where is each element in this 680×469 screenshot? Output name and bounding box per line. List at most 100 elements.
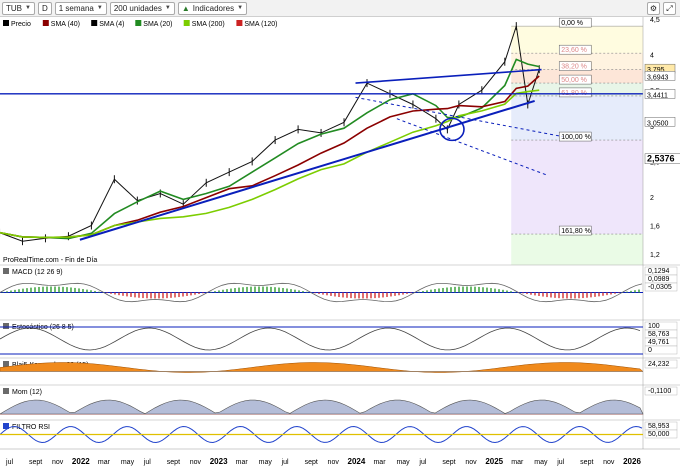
x-tick-label: 2026 — [623, 457, 641, 466]
price-badge — [644, 117, 676, 127]
indicators-label: Indicadores — [192, 3, 235, 13]
period-label: 1 semana — [58, 3, 94, 13]
price-badge — [644, 89, 676, 99]
x-tick-label: nov — [465, 459, 477, 466]
symbol-label: TUB — [6, 3, 22, 13]
x-tick-label: sept — [305, 459, 318, 466]
x-tick-label: may — [259, 459, 273, 466]
legend-item: SMA (40) — [51, 21, 80, 28]
units-label: 200 unidades — [113, 3, 162, 13]
panel-title: Mom (12) — [12, 389, 42, 396]
panel-value: 0,0989 — [648, 276, 670, 283]
panel-value: -0,0305 — [648, 284, 672, 291]
fib-label: 161,80 % — [561, 228, 591, 235]
price-tick-label: 4,5 — [650, 17, 660, 24]
legend-item: SMA (20) — [143, 21, 172, 28]
legend-item: SMA (4) — [99, 21, 124, 28]
legend-swatch — [42, 20, 49, 26]
legend-swatch — [236, 20, 243, 26]
panel-icon — [3, 388, 9, 394]
price-tick-label: 2 — [650, 195, 654, 202]
fib-label-box — [558, 225, 592, 236]
stoch-line — [0, 327, 641, 351]
x-tick-label: 2024 — [348, 457, 366, 466]
period-selector[interactable]: 1 semana ▼ — [54, 1, 107, 15]
d-label: D — [41, 3, 48, 13]
panel-value-box — [644, 359, 678, 369]
x-tick-label: mar — [236, 459, 249, 466]
price-tick-label: 1,2 — [650, 252, 660, 259]
units-selector[interactable]: 200 unidades ▼ — [109, 1, 175, 15]
sma-20-line — [0, 58, 540, 240]
panel-value-box — [644, 386, 678, 396]
dashed-channel-line — [396, 118, 549, 177]
panel-title: MACD (12 26 9) — [12, 269, 63, 276]
price-badge-label: 3,795 — [647, 67, 665, 74]
sma-200-line — [0, 89, 540, 239]
fib-label-box — [558, 87, 592, 98]
symbol-selector[interactable]: TUB ▼ — [2, 1, 35, 15]
fib-zone — [511, 140, 643, 235]
x-tick-label: mar — [511, 459, 524, 466]
x-tick-label: sept — [580, 459, 593, 466]
legend-swatch — [135, 20, 142, 26]
price-badge-label: 3,6943 — [647, 74, 669, 81]
x-tick-label: jul — [281, 459, 289, 466]
maximize-icon[interactable]: ⤢ — [663, 2, 676, 15]
panel-value: 100 — [648, 323, 660, 330]
fib-label-box — [558, 44, 592, 55]
x-tick-label: nov — [52, 459, 64, 466]
x-tick-label: 2023 — [210, 457, 228, 466]
fib-label: 0,00 % — [561, 20, 583, 27]
chevron-down-icon: ▼ — [164, 5, 171, 11]
fib-label: 100,00 % — [561, 134, 591, 141]
rsi-filter-line — [0, 425, 643, 444]
source-text: ProRealTime.com - Fin de Día — [3, 257, 97, 264]
panel-value: 0,1294 — [648, 268, 670, 275]
x-tick-label: jul — [143, 459, 151, 466]
legend-item: SMA (200) — [192, 21, 225, 28]
legend-swatch — [91, 20, 98, 26]
koncorde-area — [0, 362, 644, 373]
panel-icon — [3, 423, 9, 429]
x-tick-label: nov — [603, 459, 615, 466]
panel-icon — [3, 361, 9, 367]
d-toggle[interactable]: D — [37, 1, 52, 15]
panel-value: 58,953 — [648, 423, 670, 430]
x-tick-label: may — [396, 459, 410, 466]
toolbar: TUB ▼ D 1 semana ▼ 200 unidades ▼ ▲ Indicado… — [0, 0, 680, 17]
panel-value: 0 — [648, 347, 652, 354]
panel-value: 24,232 — [648, 361, 670, 368]
indicators-icon: ▲ — [181, 3, 190, 13]
price-badge — [644, 153, 680, 164]
macd-line — [0, 282, 643, 303]
price-tick-label: 4 — [650, 53, 654, 60]
x-tick-label: jul — [5, 459, 13, 466]
indicators-button[interactable]: ▲ Indicadores ▼ — [177, 1, 248, 15]
trendline-channel-top — [355, 68, 542, 84]
panel-value: -0,1100 — [648, 388, 671, 395]
legend-swatch — [183, 20, 190, 26]
legend-item: SMA (120) — [244, 21, 277, 28]
x-tick-label: may — [534, 459, 548, 466]
chevron-down-icon: ▼ — [25, 5, 31, 11]
x-tick-label: may — [121, 459, 135, 466]
x-tick-label: sept — [167, 459, 180, 466]
fib-label-box — [558, 17, 592, 28]
x-tick-label: nov — [328, 459, 340, 466]
dashed-channel-line — [355, 96, 563, 137]
x-tick-label: nov — [190, 459, 202, 466]
panel-value: 58,763 — [648, 331, 670, 338]
highlight-circle — [439, 117, 465, 142]
mom-area — [0, 399, 644, 415]
price-tick-label: 3 — [650, 124, 654, 131]
fib-label-box — [558, 74, 592, 85]
x-tick-label: 2022 — [72, 457, 90, 466]
x-tick-label: 2025 — [485, 457, 503, 466]
settings-icon[interactable]: ⚙ — [647, 2, 660, 15]
fib-label: 50,00 % — [561, 77, 587, 84]
panel-value-box — [644, 282, 678, 292]
price-badge — [644, 71, 676, 81]
price-tick-label: 1,6 — [650, 224, 660, 231]
panel-value-box — [644, 345, 678, 355]
